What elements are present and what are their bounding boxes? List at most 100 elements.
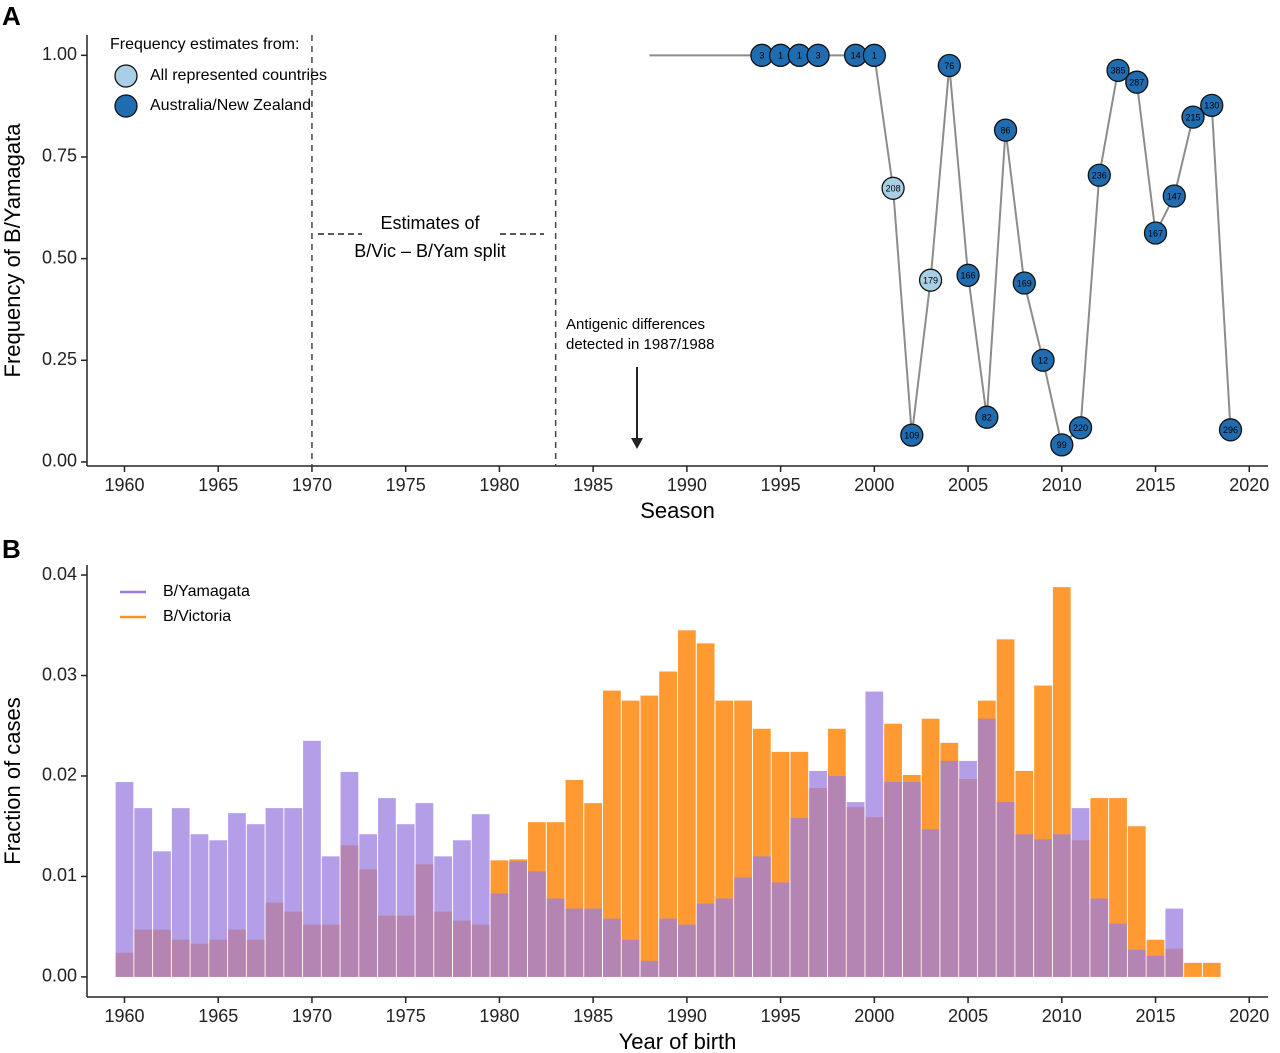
y-tick-label: 0.03 [42,664,77,684]
point-label: 3 [816,51,821,61]
bar [940,760,959,977]
bar [1202,962,1221,977]
bar [340,771,359,977]
bar [977,718,996,977]
legend-title: Frequency estimates from: [110,36,299,53]
point-label: 215 [1186,113,1201,123]
x-tick-label: 1980 [479,475,519,495]
x-tick-label: 1960 [104,475,144,495]
bar [1015,834,1034,977]
legend-marker [114,64,138,88]
bar [1109,923,1127,977]
bar [565,908,584,977]
x-tick-label: 1995 [761,1006,801,1026]
point-label: 109 [904,430,919,440]
x-tick-label: 1960 [104,1006,144,1026]
annotation: Estimates of [380,213,480,233]
bar [678,630,696,977]
point-label: 166 [961,271,976,281]
legend-label: B/Yamagata [163,583,250,600]
bar [284,808,303,977]
x-tick-label: 1980 [479,1006,519,1026]
point-label: 86 [1001,126,1011,136]
x-tick-label: 2015 [1136,475,1176,495]
point [1218,418,1243,442]
x-tick-label: 2000 [854,1006,894,1026]
point-label: 385 [1111,66,1126,76]
point-label: 1 [778,51,783,61]
point-label: 167 [1148,228,1163,238]
y-tick-label: 0.00 [42,966,77,986]
point-label: 76 [944,61,954,71]
point-label: 296 [1223,425,1238,435]
bar [359,834,378,977]
bar [134,808,153,977]
x-tick-label: 1965 [198,1006,238,1026]
point [806,43,830,67]
bar [752,856,771,977]
bar [621,700,640,977]
point-label: 12 [1038,356,1048,366]
bar [115,782,134,977]
point [975,405,999,429]
x-tick-label: 2000 [854,475,894,495]
bar [509,861,528,977]
point [1181,105,1205,129]
x-tick-label: 1970 [292,1006,332,1026]
bar [434,856,453,977]
point [1200,93,1224,117]
bar [1071,808,1090,977]
x-tick-label: 2005 [948,1006,988,1026]
point [1012,271,1036,295]
point-label: 147 [1167,191,1182,201]
point-label: 179 [923,276,938,286]
bar [715,898,734,977]
legend-label: Australia/New Zealand [150,97,311,114]
bar [1090,898,1109,977]
point-label: 130 [1204,101,1219,111]
point [1106,58,1130,83]
bar [1034,839,1052,977]
bar [996,802,1015,977]
bar [321,856,340,977]
x-tick-label: 2020 [1229,1006,1269,1026]
bar [396,824,415,977]
point [900,423,924,447]
point [1162,184,1186,208]
bar [827,775,846,977]
point-label: 236 [1092,171,1107,181]
bar [621,939,640,977]
point [1068,416,1093,440]
x-tick-label: 1990 [667,475,707,495]
x-tick-label: 1970 [292,475,332,495]
y-axis-title: Fraction of cases [0,697,25,865]
point-label: 99 [1057,440,1067,450]
bar [865,691,884,977]
bar [415,803,434,977]
x-axis-title: Year of birth [619,1029,737,1053]
bar [846,802,865,977]
bar [1165,908,1184,977]
y-tick-label: 0.01 [42,865,77,885]
point [862,43,886,67]
panel-label: B [2,534,21,564]
arrow-head [631,438,643,449]
bar [640,960,659,977]
x-tick-label: 2005 [948,475,988,495]
bar [696,903,715,977]
bar [771,882,790,977]
x-tick-label: 1985 [573,475,613,495]
point-label: 220 [1073,423,1088,433]
bar [546,898,565,977]
point-label: 3 [759,51,764,61]
line [649,54,1232,447]
y-axis-title: Frequency of B/Yamagata [0,123,25,378]
bar [528,871,546,977]
legend-label: B/Victoria [163,608,231,625]
bar [378,798,396,977]
bar [921,829,940,977]
point [1087,163,1111,187]
x-tick-label: 2020 [1229,475,1269,495]
x-axis-title: Season [640,498,715,523]
bar [959,760,977,977]
